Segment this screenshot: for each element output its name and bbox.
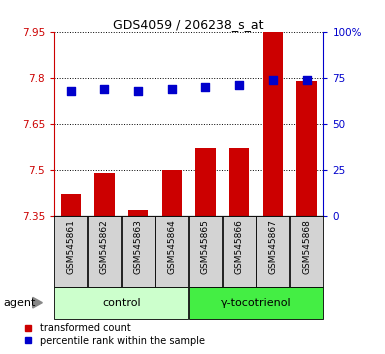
- Polygon shape: [33, 297, 42, 308]
- Text: GSM545862: GSM545862: [100, 219, 109, 274]
- Bar: [88, 216, 121, 287]
- Point: [236, 82, 242, 88]
- Legend: transformed count, percentile rank within the sample: transformed count, percentile rank withi…: [24, 324, 205, 346]
- Bar: [296, 81, 316, 216]
- Text: GSM545868: GSM545868: [302, 219, 311, 274]
- Bar: [155, 216, 188, 287]
- Bar: [61, 194, 81, 216]
- Bar: [122, 216, 155, 287]
- Bar: [162, 170, 182, 216]
- Text: agent: agent: [4, 298, 36, 308]
- Point: [135, 88, 141, 93]
- Point: [101, 86, 107, 92]
- Point: [270, 77, 276, 82]
- Text: control: control: [102, 298, 141, 308]
- Bar: [229, 148, 249, 216]
- Point: [68, 88, 74, 93]
- Point: [169, 86, 175, 92]
- Point: [203, 84, 209, 90]
- Point: [303, 77, 310, 82]
- Title: GDS4059 / 206238_s_at: GDS4059 / 206238_s_at: [114, 18, 264, 31]
- Bar: [54, 216, 87, 287]
- Text: GSM545867: GSM545867: [268, 219, 277, 274]
- Bar: [189, 216, 222, 287]
- Bar: [54, 287, 188, 319]
- Bar: [128, 210, 148, 216]
- Bar: [189, 287, 323, 319]
- Text: GSM545865: GSM545865: [201, 219, 210, 274]
- Text: GSM545863: GSM545863: [134, 219, 142, 274]
- Text: γ-tocotrienol: γ-tocotrienol: [221, 298, 291, 308]
- Bar: [196, 148, 216, 216]
- Text: GSM545866: GSM545866: [235, 219, 244, 274]
- Bar: [290, 216, 323, 287]
- Text: GSM545861: GSM545861: [66, 219, 75, 274]
- Bar: [94, 173, 115, 216]
- Text: GSM545864: GSM545864: [167, 219, 176, 274]
- Bar: [223, 216, 256, 287]
- Bar: [263, 32, 283, 216]
- Bar: [256, 216, 290, 287]
